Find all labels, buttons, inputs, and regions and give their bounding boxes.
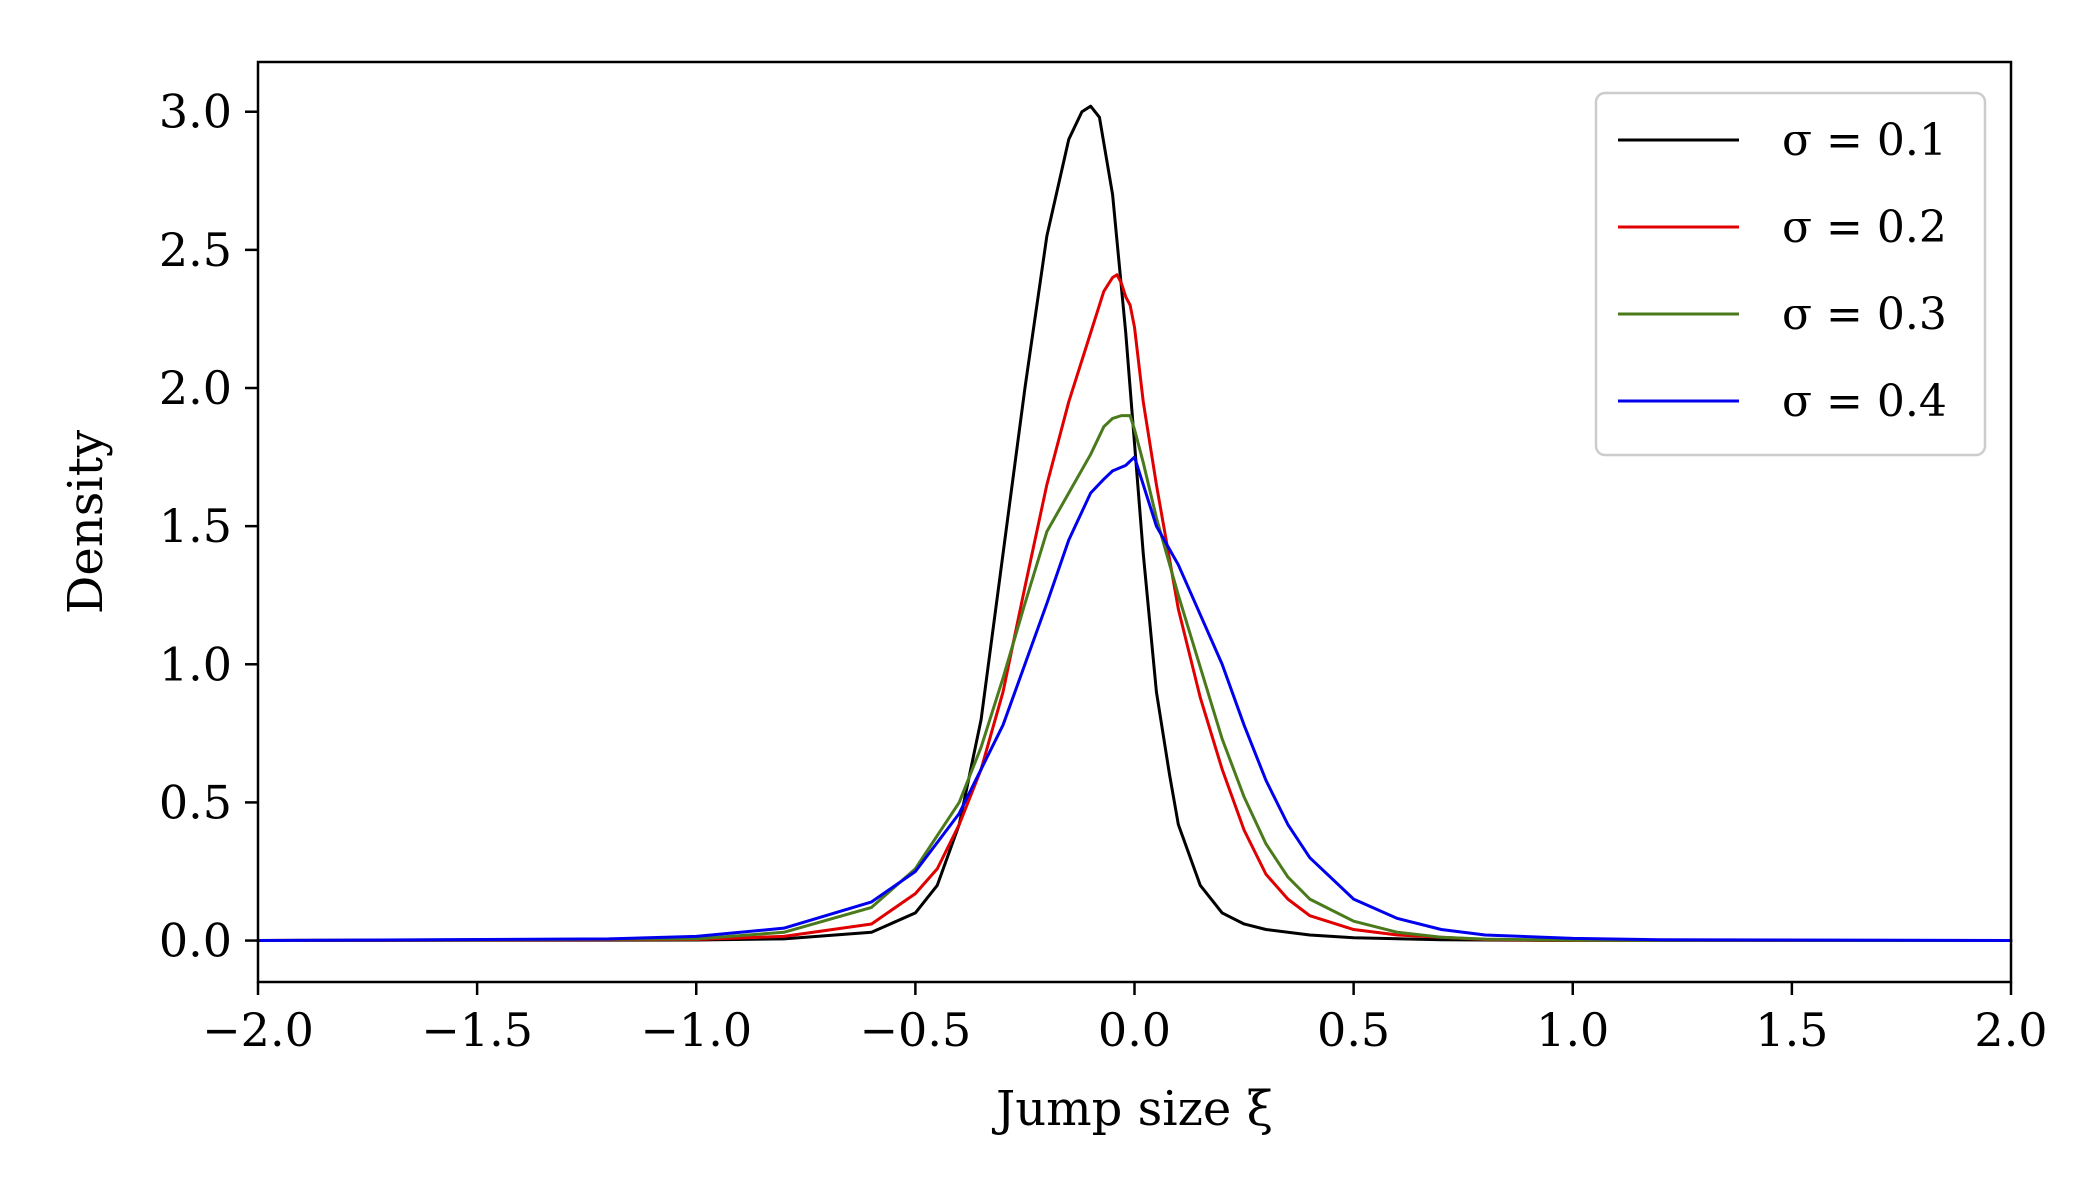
legend-label-1: σ = 0.1 <box>1782 115 1947 166</box>
y-tick-label: 0.5 <box>159 775 232 829</box>
x-tick-label: −1.5 <box>421 1003 533 1057</box>
series-line-4 <box>256 455 2013 943</box>
y-tick-label: 3.0 <box>159 85 232 139</box>
x-tick-label: 1.0 <box>1536 1003 1609 1057</box>
y-axis-label: Density <box>58 430 114 614</box>
y-tick-label: 1.5 <box>159 499 232 553</box>
x-tick-label: −0.5 <box>860 1003 972 1057</box>
x-axis: −2.0 −1.5 −1.0 −0.5 0.0 0.5 1.0 1.5 2.0 <box>202 982 2048 1057</box>
x-tick-label: −2.0 <box>202 1003 314 1057</box>
series-line-3 <box>256 414 2013 943</box>
legend: σ = 0.1 σ = 0.2 σ = 0.3 σ = 0.4 <box>1594 91 1987 457</box>
x-tick-label: 0.5 <box>1317 1003 1390 1057</box>
series-layer <box>256 104 2013 943</box>
x-axis-label: Jump size ξ <box>991 1081 1273 1137</box>
legend-label-3: σ = 0.3 <box>1782 289 1947 340</box>
legend-label-4: σ = 0.4 <box>1782 376 1947 427</box>
series-line-2 <box>256 273 2013 943</box>
x-tick-label: 1.5 <box>1755 1003 1828 1057</box>
x-tick-label: 0.0 <box>1098 1003 1171 1057</box>
x-tick-label: 2.0 <box>1974 1003 2047 1057</box>
y-tick-label: 2.5 <box>159 223 232 277</box>
y-tick-label: 1.0 <box>159 637 232 691</box>
y-axis: 0.0 0.5 1.0 1.5 2.0 2.5 3.0 <box>159 85 258 968</box>
x-tick-label: −1.0 <box>640 1003 752 1057</box>
y-tick-label: 0.0 <box>159 914 232 968</box>
legend-box <box>1594 91 1987 457</box>
y-tick-label: 2.0 <box>159 361 232 415</box>
series-line-1 <box>256 104 2013 943</box>
legend-label-2: σ = 0.2 <box>1782 202 1947 253</box>
